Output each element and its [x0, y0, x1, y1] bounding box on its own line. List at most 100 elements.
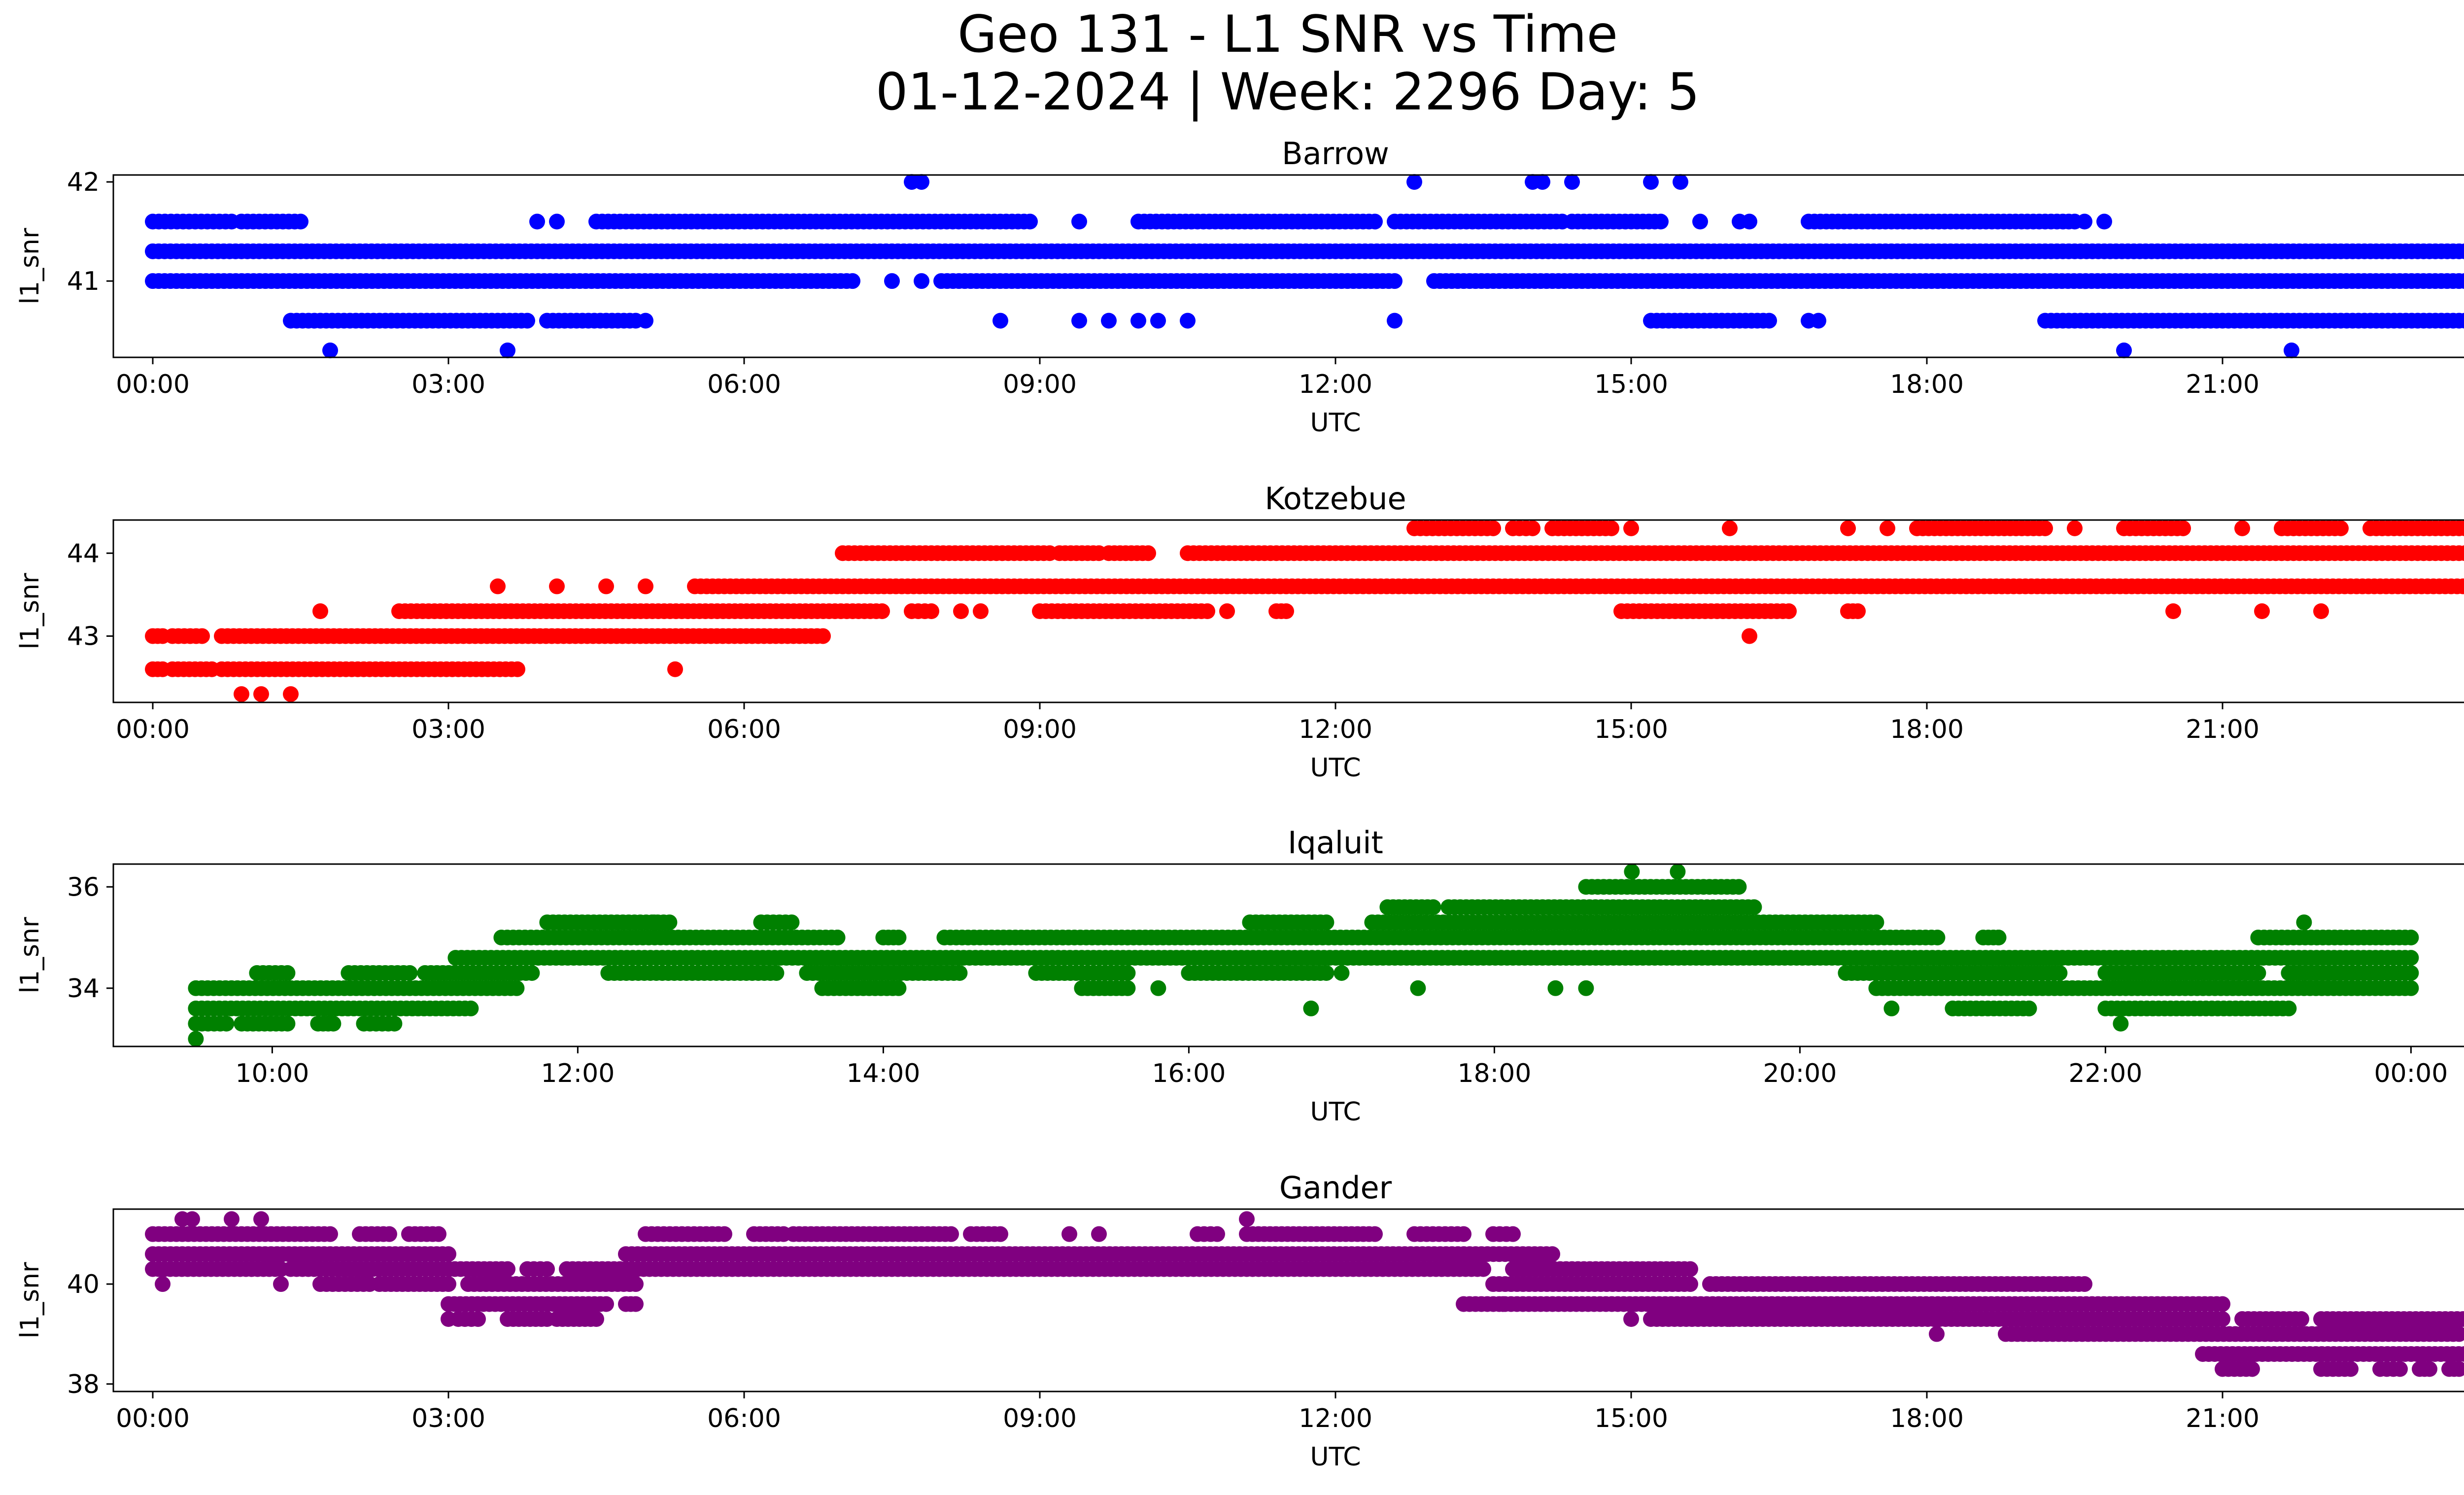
data-point [2244, 1361, 2260, 1377]
subplot-title: Barrow [1282, 136, 1389, 172]
data-point [1722, 520, 1738, 536]
data-point [1387, 313, 1403, 329]
data-point [1547, 980, 1564, 996]
data-point [598, 578, 614, 594]
data-point [312, 603, 328, 619]
data-point [2403, 950, 2419, 966]
data-point [500, 1261, 515, 1277]
data-point [1061, 1226, 1077, 1242]
data-point [1781, 603, 1797, 619]
data-point [598, 1296, 614, 1312]
x-tick-label: 12:00 [1299, 715, 1372, 744]
data-point [194, 628, 210, 644]
data-point [1150, 313, 1166, 329]
data-point [224, 1211, 240, 1227]
data-point [1670, 864, 1686, 880]
data-point [638, 313, 653, 329]
data-point [1071, 213, 1087, 230]
data-point [441, 1276, 456, 1292]
data-point [1219, 603, 1235, 619]
data-point [529, 213, 545, 230]
y-tick-label: 41 [67, 267, 100, 296]
data-point [1120, 980, 1136, 996]
data-point [1742, 628, 1757, 644]
data-point [2457, 273, 2464, 289]
x-tick-label: 21:00 [2186, 715, 2259, 744]
x-tick-label: 21:00 [2186, 1404, 2259, 1433]
x-tick-label: 22:00 [2068, 1059, 2142, 1088]
data-point [2455, 578, 2464, 594]
data-point [155, 1276, 171, 1292]
data-point [273, 1276, 289, 1292]
data-point [1485, 520, 1501, 536]
x-tick-label: 14:00 [846, 1059, 920, 1088]
data-point [2113, 1015, 2129, 1032]
data-point [1883, 1000, 1900, 1016]
data-point [1535, 174, 1550, 190]
y-tick-label: 44 [67, 539, 100, 568]
data-point [2461, 580, 2464, 593]
y-tick-label: 38 [67, 1370, 100, 1399]
data-point [463, 1000, 479, 1016]
y-tick-label: 40 [67, 1270, 100, 1299]
data-point [218, 1015, 235, 1032]
data-point [2457, 313, 2464, 329]
data-point [2096, 213, 2112, 230]
data-point [1746, 899, 1762, 915]
x-tick-label: 06:00 [707, 370, 781, 399]
x-tick-label: 00:00 [2374, 1059, 2448, 1088]
x-tick-label: 00:00 [116, 1404, 190, 1433]
x-tick-label: 00:00 [116, 715, 190, 744]
x-tick-label: 06:00 [707, 715, 781, 744]
x-tick-label: 20:00 [1763, 1059, 1837, 1088]
data-point [717, 1226, 732, 1242]
data-point [2293, 1311, 2309, 1327]
data-point [1101, 313, 1117, 329]
data-point [2457, 243, 2464, 259]
data-point [1406, 174, 1422, 190]
x-tick-label: 06:00 [707, 1404, 781, 1433]
data-point [1624, 864, 1640, 880]
data-point [1604, 520, 1619, 536]
data-point [2067, 520, 2083, 536]
data-point [1673, 174, 1688, 190]
x-tick-label: 09:00 [1003, 1404, 1077, 1433]
data-point [1160, 213, 1176, 230]
data-point [322, 342, 338, 358]
data-point [490, 578, 506, 594]
data-point [1209, 1226, 1225, 1242]
data-point [628, 1296, 644, 1312]
data-point [2392, 1361, 2408, 1377]
data-point [588, 1311, 604, 1327]
data-point [973, 603, 989, 619]
x-tick-label: 12:00 [1299, 1404, 1372, 1433]
data-point [2422, 1361, 2437, 1377]
data-point [2313, 603, 2329, 619]
data-point [1929, 1326, 1945, 1342]
data-point [1840, 520, 1856, 536]
x-axis-label: UTC [1310, 1097, 1361, 1127]
subplot-title: Iqaluit [1288, 825, 1383, 861]
figure-title: Geo 131 - L1 SNR vs Time 01-12-2024 | We… [0, 6, 2464, 121]
data-point [890, 980, 907, 996]
data-point [1367, 1226, 1383, 1242]
data-point [1929, 930, 1946, 946]
data-point [952, 965, 968, 981]
data-point [845, 273, 860, 289]
x-tick-label: 15:00 [1594, 370, 1668, 399]
data-point [667, 661, 683, 677]
data-point [279, 965, 296, 981]
data-point [279, 1015, 296, 1032]
data-point [768, 965, 785, 981]
data-point [1475, 1261, 1491, 1277]
data-points [188, 864, 2419, 1047]
data-point [184, 1211, 200, 1227]
data-point [1850, 603, 1866, 619]
data-point [1071, 313, 1087, 329]
data-point [1410, 980, 1426, 996]
data-point [2077, 213, 2092, 230]
data-point [924, 603, 939, 619]
data-point [992, 313, 1008, 329]
x-tick-label: 12:00 [541, 1059, 615, 1088]
